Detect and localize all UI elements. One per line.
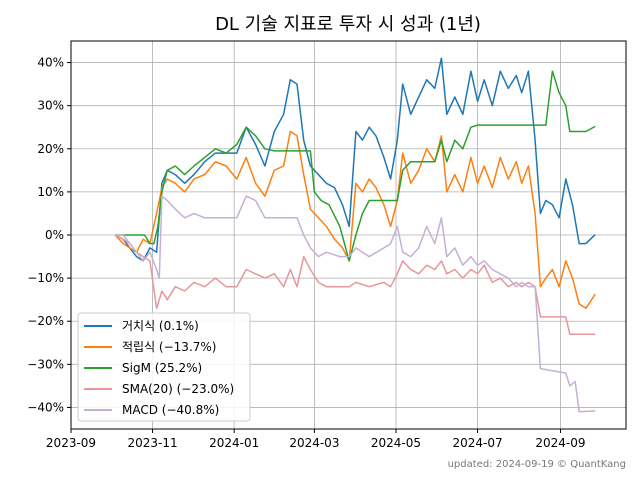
x-tick-label: 2023-09: [46, 436, 96, 450]
x-tick-label: 2024-05: [371, 436, 421, 450]
legend-label: SigM (25.2%): [122, 361, 202, 375]
x-tick-label: 2023-11: [128, 436, 178, 450]
chart-title: DL 기술 지표로 투자 시 성과 (1년): [215, 14, 481, 35]
legend-label: SMA(20) (−23.0%): [122, 382, 234, 396]
legend: 거치식 (0.1%) 적립식 (−13.7%) SigM (25.2%) SMA(20…: [77, 312, 251, 422]
x-tick-label: 2024-03: [289, 436, 339, 450]
legend-box: [77, 312, 251, 422]
x-tick-label: 2024-07: [452, 436, 502, 450]
series-line-5: [115, 195, 596, 413]
grid: [70, 41, 626, 429]
y-tick-label: 40%: [37, 56, 64, 70]
y-tick-label: 20%: [37, 142, 64, 156]
legend-label: 거치식 (0.1%): [122, 319, 199, 333]
y-tick-label: −40%: [27, 400, 64, 414]
footer-credit: updated: 2024-09-19 © QuantKang: [448, 459, 626, 470]
x-tick-label: 2024-09: [535, 436, 585, 450]
series-layer: [114, 57, 596, 413]
series-line-1: [114, 57, 596, 262]
legend-label: MACD (−40.8%): [122, 403, 219, 417]
y-tick-label: −10%: [27, 271, 64, 285]
y-tick-label: 30%: [37, 99, 64, 113]
series-line-2: [114, 130, 596, 310]
y-tick-label: −30%: [27, 357, 64, 371]
y-tick-label: 10%: [37, 185, 64, 199]
axes: −40% −30% −20% −10% 0% 10% 20% 30% 40% 2023-09 202…: [27, 56, 585, 450]
legend-label: 적립식 (−13.7%): [122, 340, 216, 354]
series-line-4: [114, 234, 596, 335]
y-tick-label: −20%: [27, 314, 64, 328]
x-tick-label: 2024-01: [209, 436, 259, 450]
series-line-3: [115, 70, 596, 262]
y-tick-label: 0%: [45, 228, 64, 242]
